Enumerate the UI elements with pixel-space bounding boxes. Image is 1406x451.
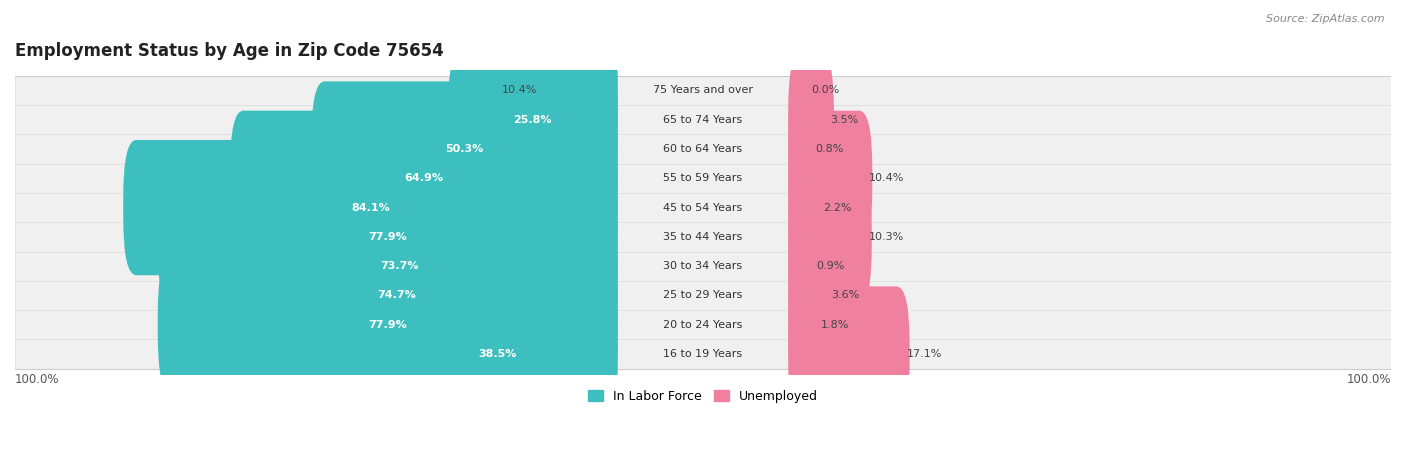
Bar bbox=[15, 164, 1391, 193]
Text: 20 to 24 Years: 20 to 24 Years bbox=[664, 320, 742, 330]
Text: 84.1%: 84.1% bbox=[352, 202, 389, 212]
Bar bbox=[15, 222, 1391, 252]
Text: 0.8%: 0.8% bbox=[815, 144, 844, 154]
FancyBboxPatch shape bbox=[789, 140, 827, 275]
Text: 17.1%: 17.1% bbox=[907, 349, 942, 359]
FancyBboxPatch shape bbox=[789, 228, 834, 363]
FancyBboxPatch shape bbox=[231, 110, 617, 246]
Bar bbox=[15, 252, 1391, 281]
Bar bbox=[15, 310, 1391, 340]
Text: 0.0%: 0.0% bbox=[811, 85, 839, 96]
FancyBboxPatch shape bbox=[789, 257, 824, 392]
Text: Source: ZipAtlas.com: Source: ZipAtlas.com bbox=[1267, 14, 1385, 23]
FancyBboxPatch shape bbox=[124, 140, 617, 275]
Text: 0.9%: 0.9% bbox=[815, 261, 845, 271]
FancyBboxPatch shape bbox=[312, 81, 617, 216]
FancyBboxPatch shape bbox=[789, 169, 872, 304]
FancyBboxPatch shape bbox=[789, 52, 834, 188]
Text: 10.3%: 10.3% bbox=[869, 232, 904, 242]
Text: 77.9%: 77.9% bbox=[368, 232, 408, 242]
Bar bbox=[15, 76, 1391, 105]
FancyBboxPatch shape bbox=[449, 52, 617, 188]
Text: 60 to 64 Years: 60 to 64 Years bbox=[664, 144, 742, 154]
Text: Employment Status by Age in Zip Code 75654: Employment Status by Age in Zip Code 756… bbox=[15, 42, 444, 60]
Text: 10.4%: 10.4% bbox=[502, 85, 537, 96]
Text: 10.4%: 10.4% bbox=[869, 173, 904, 183]
Text: 50.3%: 50.3% bbox=[446, 144, 484, 154]
Text: 38.5%: 38.5% bbox=[478, 349, 516, 359]
FancyBboxPatch shape bbox=[534, 23, 617, 158]
Text: 77.9%: 77.9% bbox=[368, 320, 408, 330]
FancyBboxPatch shape bbox=[789, 198, 820, 334]
Text: 65 to 74 Years: 65 to 74 Years bbox=[664, 115, 742, 125]
FancyBboxPatch shape bbox=[176, 228, 617, 363]
Text: 73.7%: 73.7% bbox=[380, 261, 419, 271]
FancyBboxPatch shape bbox=[181, 198, 617, 334]
Text: 45 to 54 Years: 45 to 54 Years bbox=[664, 202, 742, 212]
Text: 75 Years and over: 75 Years and over bbox=[652, 85, 754, 96]
Text: 25 to 29 Years: 25 to 29 Years bbox=[664, 290, 742, 300]
Legend: In Labor Force, Unemployed: In Labor Force, Unemployed bbox=[583, 385, 823, 408]
Text: 64.9%: 64.9% bbox=[405, 173, 443, 183]
Bar bbox=[15, 281, 1391, 310]
FancyBboxPatch shape bbox=[789, 286, 910, 422]
Text: 25.8%: 25.8% bbox=[513, 115, 553, 125]
FancyBboxPatch shape bbox=[157, 169, 617, 304]
Text: 3.6%: 3.6% bbox=[831, 290, 859, 300]
Text: 16 to 19 Years: 16 to 19 Years bbox=[664, 349, 742, 359]
FancyBboxPatch shape bbox=[377, 286, 617, 422]
Text: 55 to 59 Years: 55 to 59 Years bbox=[664, 173, 742, 183]
Text: 30 to 34 Years: 30 to 34 Years bbox=[664, 261, 742, 271]
Text: 100.0%: 100.0% bbox=[1347, 373, 1391, 386]
FancyBboxPatch shape bbox=[789, 110, 872, 246]
Bar bbox=[15, 193, 1391, 222]
FancyBboxPatch shape bbox=[789, 81, 818, 216]
Bar bbox=[15, 134, 1391, 164]
Bar bbox=[15, 340, 1391, 369]
Bar bbox=[15, 105, 1391, 134]
Text: 74.7%: 74.7% bbox=[377, 290, 416, 300]
FancyBboxPatch shape bbox=[157, 257, 617, 392]
Text: 2.2%: 2.2% bbox=[824, 202, 852, 212]
Text: 35 to 44 Years: 35 to 44 Years bbox=[664, 232, 742, 242]
Text: 3.5%: 3.5% bbox=[831, 115, 859, 125]
Text: 1.8%: 1.8% bbox=[821, 320, 849, 330]
Text: 100.0%: 100.0% bbox=[15, 373, 59, 386]
